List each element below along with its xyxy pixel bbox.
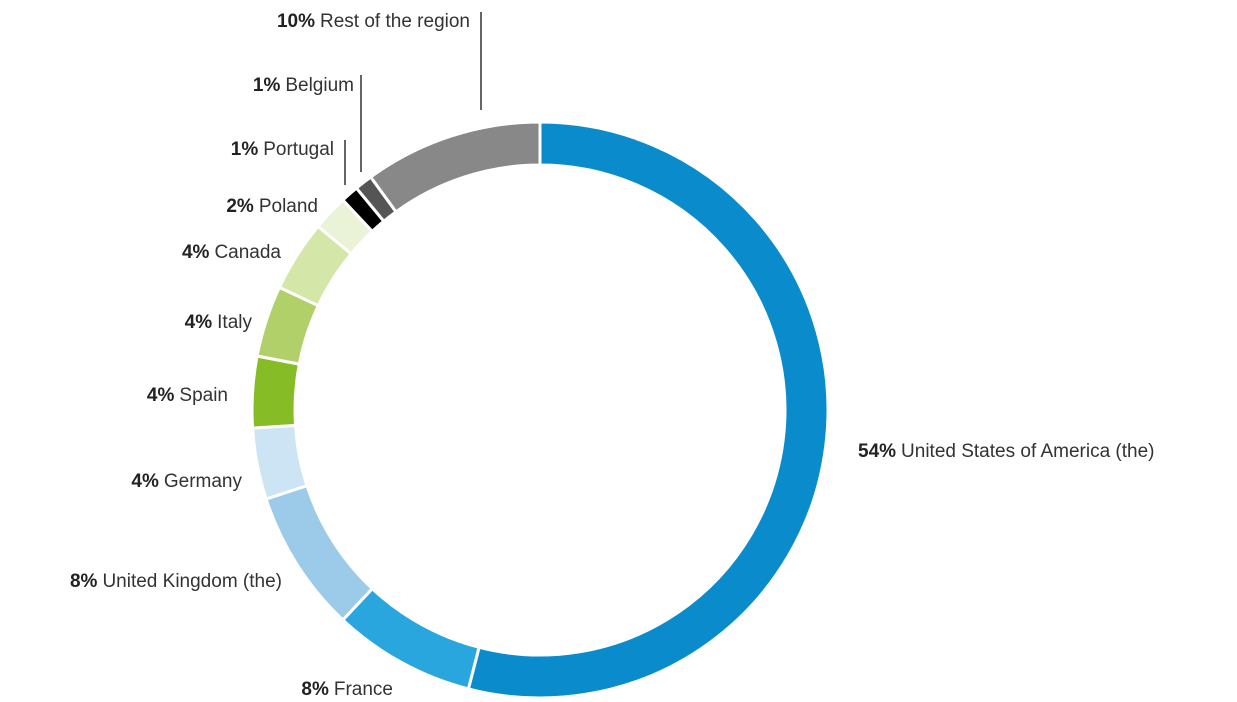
slice-label: 4% Italy [185,312,253,333]
slice-name: France [334,679,393,700]
slice-name: Spain [179,385,228,406]
slice-percent: 8% [301,679,329,700]
slice-label: 4% Germany [131,471,242,492]
slice-name: United Kingdom (the) [102,571,282,592]
slice-percent: 1% [253,75,281,96]
slice-label: 54% United States of America (the) [858,441,1154,462]
donut-slice [368,120,542,214]
slice-name: Belgium [285,75,354,96]
slice-label: 1% Belgium [253,75,354,96]
slice-label: 2% Poland [226,196,318,217]
slice-label: 4% Canada [182,242,281,263]
slice-percent: 4% [182,242,210,263]
slice-percent: 4% [131,471,159,492]
slice-name: Poland [259,196,318,217]
slice-label: 4% Spain [147,385,228,406]
slice-percent: 8% [70,571,98,592]
donut-slice [264,483,375,623]
slice-name: Germany [164,471,243,492]
slice-name: United States of America (the) [901,441,1154,462]
slice-percent: 54% [858,441,896,462]
slice-name: Rest of the region [320,11,470,32]
slice-name: Italy [217,312,252,333]
slice-label: 8% France [301,679,393,700]
slice-label: 10% Rest of the region [277,11,470,32]
donut-slice [340,586,481,691]
slice-percent: 1% [231,139,259,160]
slice-name: Portugal [263,139,334,160]
slice-name: Canada [214,242,281,263]
slice-percent: 10% [277,11,315,32]
donut-slice [250,423,309,501]
slice-percent: 2% [226,196,254,217]
slice-percent: 4% [147,385,175,406]
slice-percent: 4% [185,312,213,333]
donut-slice [466,120,830,700]
slice-label: 1% Portugal [231,139,334,160]
donut-slice [250,354,302,430]
slice-label: 8% United Kingdom (the) [70,571,282,592]
